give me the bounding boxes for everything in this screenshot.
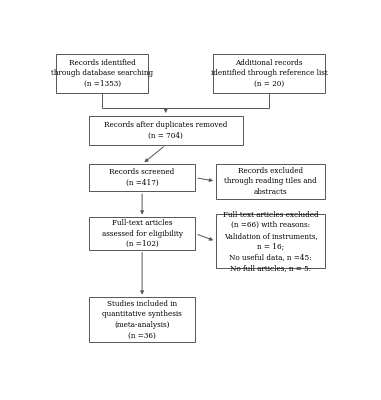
FancyBboxPatch shape xyxy=(213,54,325,93)
Text: Full-text articles
assessed for eligibility
(n =102): Full-text articles assessed for eligibil… xyxy=(102,219,182,248)
FancyBboxPatch shape xyxy=(89,218,195,250)
Text: Studies included in
quantitative synthesis
(meta-analysis)
(n =36): Studies included in quantitative synthes… xyxy=(102,300,182,340)
FancyBboxPatch shape xyxy=(56,54,148,93)
Text: Records excluded
through reading tiles and
abstracts: Records excluded through reading tiles a… xyxy=(224,166,317,196)
Text: Records after duplicates removed
(n = 704): Records after duplicates removed (n = 70… xyxy=(104,121,227,140)
FancyBboxPatch shape xyxy=(216,214,325,268)
FancyBboxPatch shape xyxy=(89,164,195,191)
FancyBboxPatch shape xyxy=(89,116,243,145)
Text: Additional records
identified through reference list
(n = 20): Additional records identified through re… xyxy=(211,59,327,88)
FancyBboxPatch shape xyxy=(89,298,195,342)
Text: Records identified
through database searching
(n =1353): Records identified through database sear… xyxy=(51,59,153,88)
Text: Full-text articles excluded
(n =66) with reasons:
Validation of instruments,
n =: Full-text articles excluded (n =66) with… xyxy=(223,210,319,272)
Text: Records screened
(n =417): Records screened (n =417) xyxy=(109,168,175,187)
FancyBboxPatch shape xyxy=(216,164,325,199)
